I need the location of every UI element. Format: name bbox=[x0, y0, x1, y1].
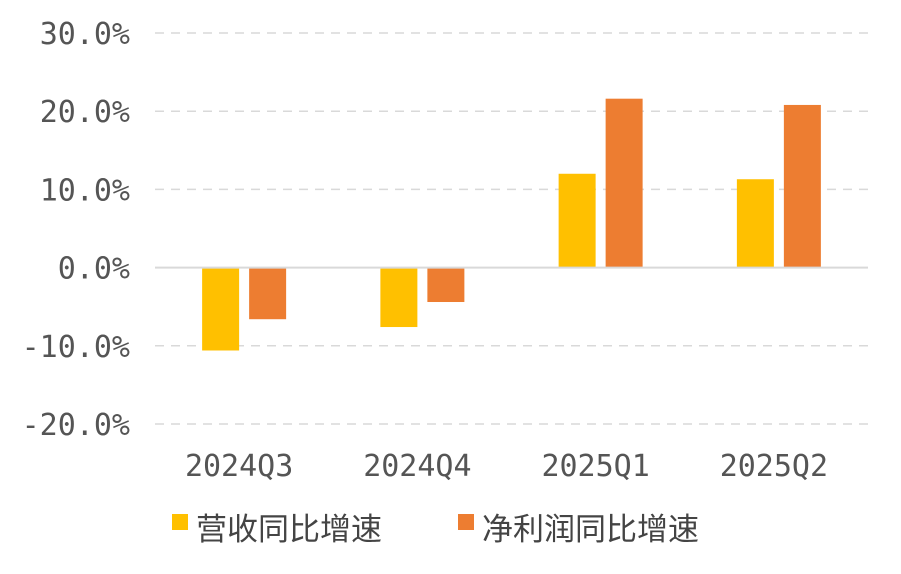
y-tick-label: -20.0% bbox=[22, 408, 130, 443]
legend-swatch bbox=[458, 514, 474, 530]
y-axis-tick-labels: 30.0% 20.0% 10.0% 0.0% -10.0% -20.0% bbox=[22, 17, 130, 443]
bar bbox=[736, 179, 774, 268]
bar bbox=[202, 267, 240, 351]
bar bbox=[605, 98, 643, 268]
y-tick-label: 0.0% bbox=[58, 252, 130, 287]
x-axis-category-labels: 2024Q3 2024Q4 2025Q1 2025Q2 bbox=[185, 449, 828, 484]
y-tick-label: 30.0% bbox=[40, 17, 130, 52]
y-tick-label: -10.0% bbox=[22, 330, 130, 365]
bars bbox=[202, 98, 821, 351]
bar bbox=[380, 267, 418, 328]
gridlines bbox=[155, 32, 868, 425]
x-category-label: 2024Q3 bbox=[185, 449, 293, 484]
legend-swatch bbox=[172, 514, 188, 530]
legend-label: 营收同比增速 bbox=[196, 512, 382, 548]
y-tick-label: 10.0% bbox=[40, 173, 130, 208]
y-tick-label: 20.0% bbox=[40, 95, 130, 130]
x-category-label: 2025Q1 bbox=[541, 449, 649, 484]
bar bbox=[427, 267, 465, 303]
legend: 营收同比增速 净利润同比增速 bbox=[172, 512, 699, 548]
bar bbox=[249, 267, 287, 320]
x-category-label: 2024Q4 bbox=[363, 449, 471, 484]
legend-label: 净利润同比增速 bbox=[482, 512, 699, 548]
bar bbox=[783, 104, 821, 268]
x-category-label: 2025Q2 bbox=[720, 449, 828, 484]
bar bbox=[558, 173, 596, 268]
